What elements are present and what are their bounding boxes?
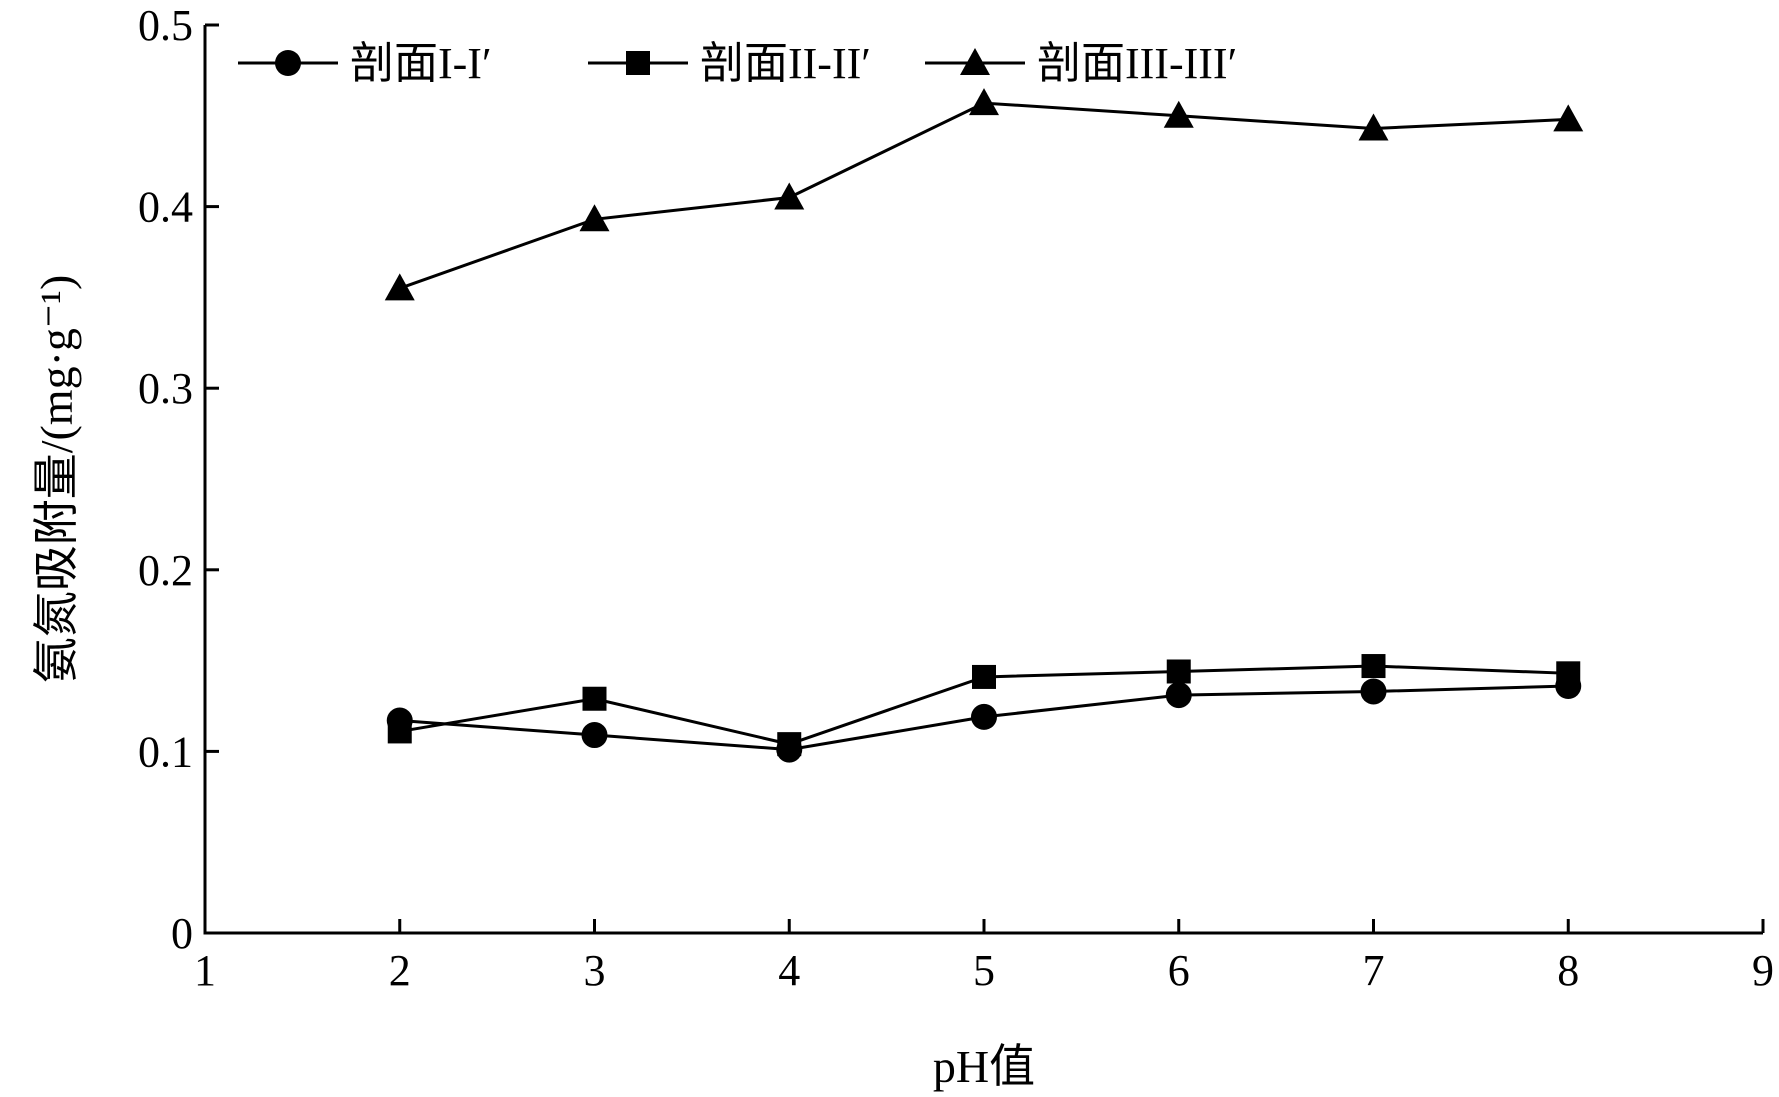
y-tick-label: 0.3 bbox=[138, 364, 193, 413]
y-tick-label: 0.4 bbox=[138, 183, 193, 232]
data-point-triangle bbox=[579, 204, 610, 232]
x-tick-label: 6 bbox=[1168, 946, 1190, 995]
data-point-circle bbox=[1165, 682, 1192, 709]
legend-item-2: 剖面II-II′ bbox=[588, 39, 871, 88]
x-axis-ticks: 1 2 3 4 5 6 7 8 9 bbox=[194, 919, 1774, 995]
axis-lines bbox=[203, 25, 1763, 935]
y-tick-label: 0.2 bbox=[138, 546, 193, 595]
x-tick-label: 5 bbox=[973, 946, 995, 995]
data-point-square bbox=[777, 732, 802, 757]
axes bbox=[203, 25, 1763, 935]
data-point-triangle bbox=[384, 273, 415, 301]
y-tick-label: 0.5 bbox=[138, 1, 193, 50]
data-point-square bbox=[387, 719, 412, 744]
y-axis-label: 氨氮吸附量/(mg·g⁻¹) bbox=[31, 275, 82, 684]
series-layer bbox=[384, 88, 1584, 763]
data-point-circle bbox=[581, 722, 608, 749]
series-2 bbox=[387, 654, 1581, 757]
y-tick-label: 0 bbox=[171, 909, 193, 958]
x-tick-label: 1 bbox=[194, 946, 216, 995]
x-tick-label: 4 bbox=[778, 946, 800, 995]
y-axis-ticks: 0 0.1 0.2 0.3 0.4 0.5 bbox=[138, 1, 219, 958]
x-tick-label: 3 bbox=[584, 946, 606, 995]
x-tick-label: 9 bbox=[1752, 946, 1774, 995]
series-3 bbox=[384, 88, 1584, 301]
data-point-square bbox=[1166, 659, 1191, 684]
legend-item-1: 剖面I-I′ bbox=[238, 39, 492, 88]
data-point-square bbox=[972, 664, 996, 689]
x-tick-label: 7 bbox=[1363, 946, 1385, 995]
data-point-square bbox=[1556, 661, 1581, 686]
data-point-triangle bbox=[969, 88, 999, 116]
data-point-circle bbox=[971, 703, 997, 730]
legend-label: 剖面III-III′ bbox=[1037, 39, 1237, 88]
data-point-circle bbox=[1360, 678, 1387, 705]
legend-item-3: 剖面III-III′ bbox=[925, 39, 1237, 88]
legend-label: 剖面II-II′ bbox=[700, 39, 871, 88]
legend-marker-square bbox=[626, 51, 650, 75]
data-point-triangle bbox=[1358, 113, 1389, 141]
data-point-triangle bbox=[774, 182, 805, 210]
x-axis-label: pH值 bbox=[933, 1041, 1035, 1092]
x-tick-label: 2 bbox=[389, 946, 411, 995]
data-point-square bbox=[1361, 654, 1386, 679]
data-point-triangle bbox=[1163, 100, 1194, 128]
series-line bbox=[399, 101, 1569, 290]
legend-marker-circle bbox=[275, 50, 301, 76]
data-point-square bbox=[582, 686, 607, 711]
data-point-triangle bbox=[1553, 104, 1584, 132]
legend-label: 剖面I-I′ bbox=[350, 39, 492, 88]
y-tick-label: 0.1 bbox=[138, 727, 193, 776]
legend: 剖面I-I′ 剖面II-II′ 剖面III-III′ bbox=[238, 39, 1237, 88]
x-tick-label: 8 bbox=[1557, 946, 1579, 995]
legend-marker-triangle bbox=[960, 48, 990, 75]
